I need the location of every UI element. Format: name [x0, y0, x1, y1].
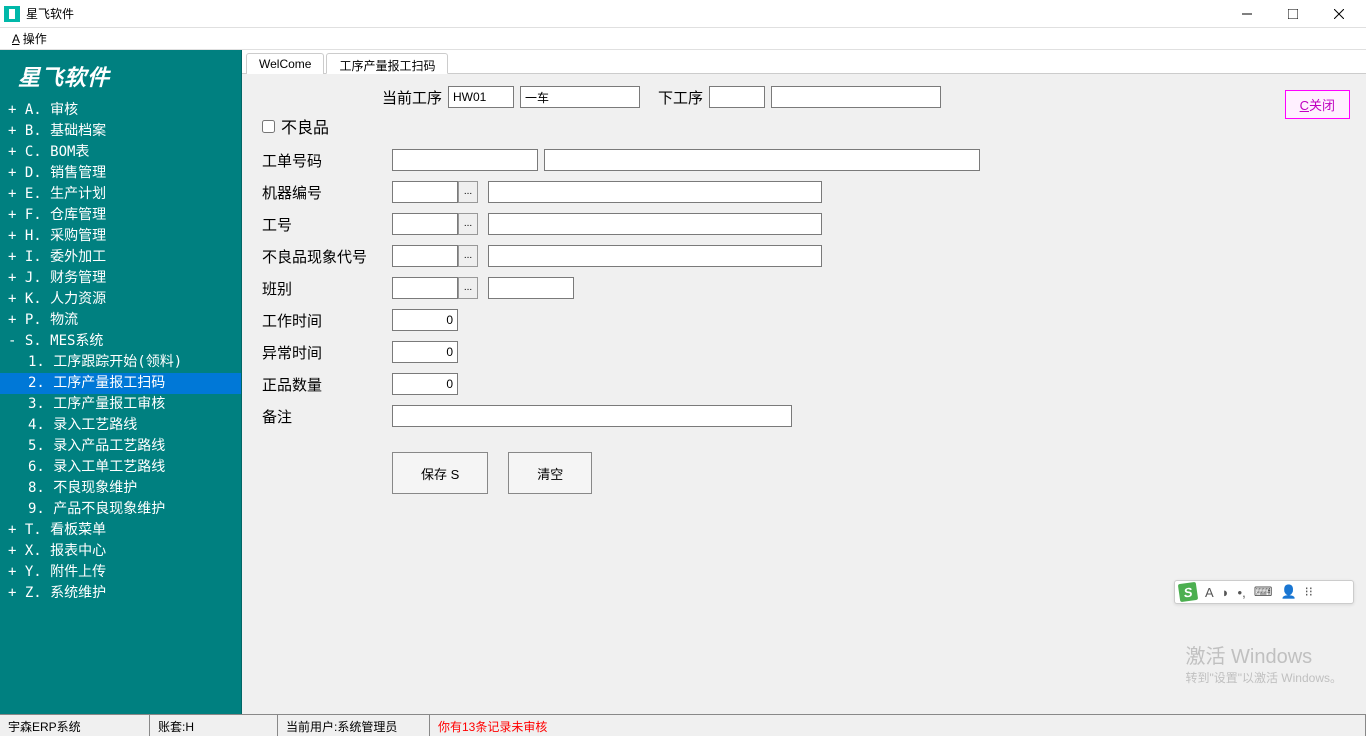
worker-lookup-button[interactable]: ... — [458, 213, 478, 235]
defect-name-input[interactable] — [488, 245, 822, 267]
machine-lookup-button[interactable]: ... — [458, 181, 478, 203]
work-time-input[interactable] — [392, 309, 458, 331]
ime-moon-icon[interactable]: ◗ — [1222, 585, 1230, 600]
ime-keyboard-icon[interactable]: ⌨ — [1254, 584, 1273, 600]
ime-settings-icon[interactable]: ⁝⁝ — [1305, 584, 1313, 600]
windows-watermark: 激活 Windows 转到"设置"以激活 Windows。 — [1185, 640, 1342, 686]
minimize-icon — [1242, 9, 1252, 19]
titlebar: 星飞软件 — [0, 0, 1366, 28]
menu-operate[interactable]: A 操作 — [4, 28, 55, 49]
status-notice: 你有13条记录未审核 — [430, 715, 1366, 736]
ime-person-icon[interactable]: 👤 — [1280, 584, 1296, 600]
watermark-line1: 激活 Windows — [1185, 640, 1342, 669]
status-user: 当前用户:系统管理员 — [278, 715, 430, 736]
nav-tail-0[interactable]: + T. 看板菜单 — [0, 520, 241, 541]
nav-item-11[interactable]: - S. MES系统 — [0, 331, 241, 352]
nav-subitem-6[interactable]: 8. 不良现象维护 — [0, 478, 241, 499]
nav-item-6[interactable]: + H. 采购管理 — [0, 226, 241, 247]
sidebar: 星飞软件 + A. 审核+ B. 基础档案+ C. BOM表+ D. 销售管理+… — [0, 50, 242, 714]
nav-tail-3[interactable]: + Z. 系统维护 — [0, 583, 241, 604]
work-order-input[interactable] — [392, 149, 538, 171]
clear-button[interactable]: 清空 — [508, 452, 592, 494]
sidebar-logo: 星飞软件 — [0, 50, 241, 100]
nav-subitem-7[interactable]: 9. 产品不良现象维护 — [0, 499, 241, 520]
nav-subitem-5[interactable]: 6. 录入工单工艺路线 — [0, 457, 241, 478]
current-process-code-input[interactable] — [448, 86, 514, 108]
current-process-label: 当前工序 — [382, 87, 442, 108]
good-qty-label: 正品数量 — [262, 374, 392, 395]
nav-item-2[interactable]: + C. BOM表 — [0, 142, 241, 163]
nav-item-10[interactable]: + P. 物流 — [0, 310, 241, 331]
close-icon — [1334, 9, 1344, 19]
nav-subitem-3[interactable]: 4. 录入工艺路线 — [0, 415, 241, 436]
nav-tail-1[interactable]: + X. 报表中心 — [0, 541, 241, 562]
next-process-label: 下工序 — [658, 87, 703, 108]
nav-subitem-0[interactable]: 1. 工序跟踪开始(领料) — [0, 352, 241, 373]
nav-tail-2[interactable]: + Y. 附件上传 — [0, 562, 241, 583]
status-account: 账套:H — [150, 715, 278, 736]
defect-checkbox-label: 不良品 — [281, 114, 329, 138]
status-system: 宇森ERP系统 — [0, 715, 150, 736]
abnormal-time-label: 异常时间 — [262, 342, 392, 363]
shift-code-input[interactable] — [392, 277, 458, 299]
nav-item-4[interactable]: + E. 生产计划 — [0, 184, 241, 205]
app-title: 星飞软件 — [26, 5, 74, 22]
good-qty-input[interactable] — [392, 373, 458, 395]
work-time-label: 工作时间 — [262, 310, 392, 331]
nav-item-1[interactable]: + B. 基础档案 — [0, 121, 241, 142]
nav-subitem-1[interactable]: 2. 工序产量报工扫码 — [0, 373, 241, 394]
ime-toolbar[interactable]: S A ◗ •, ⌨ 👤 ⁝⁝ — [1174, 580, 1354, 604]
work-order-label: 工单号码 — [262, 150, 392, 171]
maximize-button[interactable] — [1270, 0, 1316, 28]
watermark-line2: 转到"设置"以激活 Windows。 — [1185, 669, 1342, 686]
next-process-code-input[interactable] — [709, 86, 765, 108]
work-order-name-input[interactable] — [544, 149, 980, 171]
maximize-icon — [1288, 9, 1298, 19]
nav-item-8[interactable]: + J. 财务管理 — [0, 268, 241, 289]
tab-welcome[interactable]: WelCome — [246, 53, 324, 74]
nav-subitem-2[interactable]: 3. 工序产量报工审核 — [0, 394, 241, 415]
nav-subitem-4[interactable]: 5. 录入产品工艺路线 — [0, 436, 241, 457]
ime-logo-icon: S — [1178, 582, 1198, 602]
close-window-button[interactable] — [1316, 0, 1362, 28]
defect-lookup-button[interactable]: ... — [458, 245, 478, 267]
menubar: A 操作 — [0, 28, 1366, 50]
tab-scan[interactable]: 工序产量报工扫码 — [326, 53, 448, 74]
ime-mode[interactable]: A — [1205, 585, 1214, 600]
shift-lookup-button[interactable]: ... — [458, 277, 478, 299]
defect-code-input[interactable] — [392, 245, 458, 267]
nav-item-0[interactable]: + A. 审核 — [0, 100, 241, 121]
machine-label: 机器编号 — [262, 182, 392, 203]
remark-input[interactable] — [392, 405, 792, 427]
nav-item-5[interactable]: + F. 仓库管理 — [0, 205, 241, 226]
defect-checkbox[interactable] — [262, 120, 275, 133]
next-process-name-input[interactable] — [771, 86, 941, 108]
nav-item-9[interactable]: + K. 人力资源 — [0, 289, 241, 310]
app-icon — [4, 6, 20, 22]
defect-code-label: 不良品现象代号 — [262, 246, 392, 267]
statusbar: 宇森ERP系统 账套:H 当前用户:系统管理员 你有13条记录未审核 — [0, 714, 1366, 736]
form-area: C关闭 当前工序 下工序 不良品 工单号码 — [242, 74, 1366, 714]
ime-punct-icon[interactable]: •, — [1238, 585, 1246, 600]
abnormal-time-input[interactable] — [392, 341, 458, 363]
clear-label: 清空 — [537, 467, 563, 482]
content-area: WelCome 工序产量报工扫码 C关闭 当前工序 下工序 不良品 工单号码 — [242, 50, 1366, 714]
machine-code-input[interactable] — [392, 181, 458, 203]
current-process-name-input[interactable] — [520, 86, 640, 108]
remark-label: 备注 — [262, 406, 392, 427]
shift-label: 班别 — [262, 278, 392, 299]
tab-bar: WelCome 工序产量报工扫码 — [242, 50, 1366, 74]
machine-name-input[interactable] — [488, 181, 822, 203]
shift-name-input[interactable] — [488, 277, 574, 299]
worker-name-input[interactable] — [488, 213, 822, 235]
nav-item-7[interactable]: + I. 委外加工 — [0, 247, 241, 268]
worker-code-input[interactable] — [392, 213, 458, 235]
save-button[interactable]: 保存 S — [392, 452, 488, 494]
minimize-button[interactable] — [1224, 0, 1270, 28]
nav-item-3[interactable]: + D. 销售管理 — [0, 163, 241, 184]
save-label: 保存 S — [421, 467, 459, 482]
menu-operate-label: 操作 — [23, 32, 47, 46]
worker-label: 工号 — [262, 214, 392, 235]
